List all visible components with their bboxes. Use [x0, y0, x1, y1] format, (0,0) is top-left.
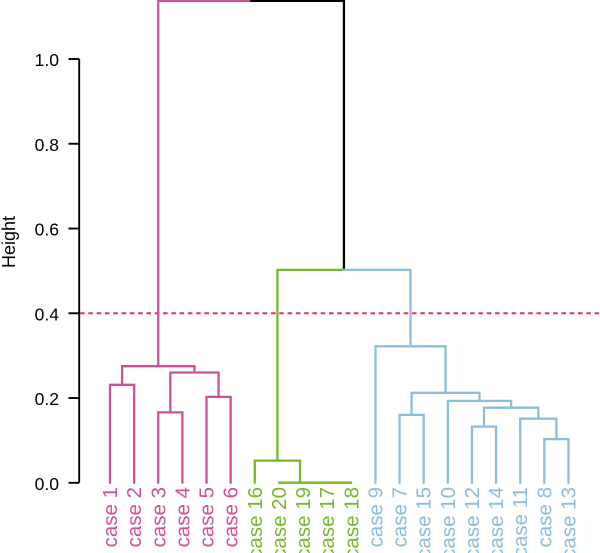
svg-text:case 14: case 14 [485, 487, 508, 553]
svg-text:0.4: 0.4 [35, 304, 60, 324]
svg-text:case 11: case 11 [509, 487, 532, 553]
svg-text:case 3: case 3 [147, 487, 170, 547]
svg-text:case 13: case 13 [557, 487, 580, 553]
svg-text:case 1: case 1 [99, 487, 122, 547]
svg-text:case 20: case 20 [268, 487, 291, 553]
svg-text:case 16: case 16 [244, 487, 267, 553]
svg-text:0.8: 0.8 [35, 135, 59, 155]
svg-text:case 2: case 2 [123, 487, 146, 547]
svg-text:case 5: case 5 [196, 487, 219, 547]
svg-text:case 17: case 17 [316, 487, 339, 553]
svg-text:1.0: 1.0 [35, 50, 60, 70]
svg-text:case 18: case 18 [340, 487, 363, 553]
svg-text:case 12: case 12 [461, 487, 484, 553]
svg-text:case 19: case 19 [292, 487, 315, 553]
svg-text:0.2: 0.2 [35, 389, 59, 409]
svg-text:case 7: case 7 [389, 487, 412, 547]
svg-text:Height: Height [0, 216, 19, 268]
svg-text:case 9: case 9 [364, 487, 387, 547]
svg-text:case 15: case 15 [413, 487, 436, 553]
svg-text:0.6: 0.6 [35, 220, 59, 240]
svg-text:0.0: 0.0 [35, 474, 60, 494]
svg-text:case 8: case 8 [533, 487, 556, 547]
svg-text:case 4: case 4 [171, 487, 194, 547]
svg-text:case 6: case 6 [220, 487, 243, 547]
svg-text:case 10: case 10 [437, 487, 460, 553]
